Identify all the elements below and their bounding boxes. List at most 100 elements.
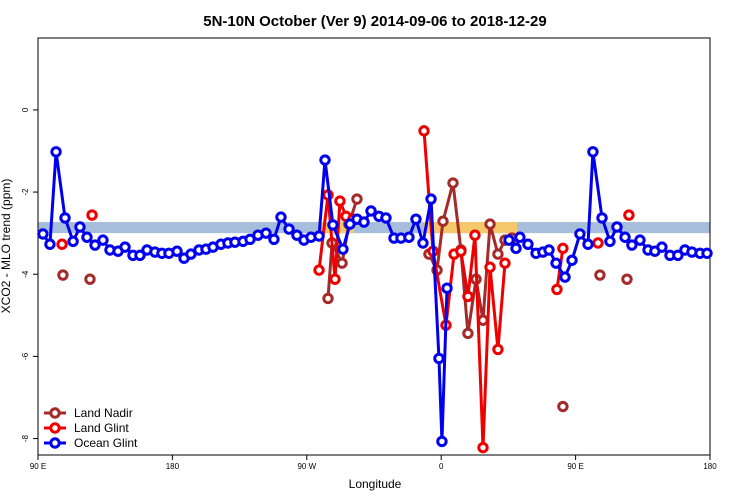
point xyxy=(44,238,56,250)
point xyxy=(587,146,599,158)
point xyxy=(566,254,578,266)
legend-label: Land Nadir xyxy=(74,406,133,420)
point xyxy=(492,248,504,260)
point xyxy=(57,269,69,281)
legend-label: Ocean Glint xyxy=(74,436,138,450)
point xyxy=(469,229,481,241)
y-tick-label: -8 xyxy=(21,434,30,442)
y-tick-label: -2 xyxy=(21,188,30,196)
point xyxy=(74,221,86,233)
point xyxy=(67,235,79,248)
point xyxy=(89,239,101,251)
point xyxy=(551,283,563,296)
point xyxy=(403,231,415,243)
series-line xyxy=(41,150,449,443)
point xyxy=(604,235,616,248)
point xyxy=(327,219,339,231)
point xyxy=(441,282,453,294)
x-tick-label: 180 xyxy=(166,462,180,471)
x-tick-label: 180 xyxy=(703,462,717,471)
y-tick-label: 0 xyxy=(21,107,30,112)
plot-frame xyxy=(37,37,711,456)
point xyxy=(358,216,370,228)
point xyxy=(351,193,363,205)
point xyxy=(97,234,109,246)
legend-label: Land Glint xyxy=(74,421,129,435)
point xyxy=(543,244,555,256)
point xyxy=(621,273,633,285)
point xyxy=(86,209,98,221)
point xyxy=(322,292,334,305)
point xyxy=(462,290,474,303)
point xyxy=(336,257,348,269)
point xyxy=(59,212,71,224)
legend-marker xyxy=(49,422,61,434)
point xyxy=(484,261,496,273)
x-tick-label: 90 E xyxy=(567,462,583,471)
band-highlight xyxy=(424,222,518,234)
point xyxy=(492,343,504,356)
point xyxy=(275,211,287,223)
point xyxy=(81,231,93,243)
point xyxy=(559,271,571,283)
point xyxy=(313,264,325,276)
point xyxy=(477,314,489,326)
point xyxy=(313,230,325,242)
point xyxy=(37,228,49,240)
point xyxy=(56,238,68,250)
point xyxy=(510,242,522,255)
point xyxy=(594,269,606,281)
chart-title: 5N-10N October (Ver 9) 2014-09-06 to 201… xyxy=(203,13,547,30)
point xyxy=(574,228,586,240)
point xyxy=(477,441,489,454)
point xyxy=(672,249,684,262)
point xyxy=(425,193,437,205)
point xyxy=(619,231,631,243)
point xyxy=(701,247,713,259)
point xyxy=(455,245,467,257)
x-tick-label: 90 E xyxy=(30,462,46,471)
point xyxy=(365,205,377,217)
point xyxy=(319,154,331,166)
point xyxy=(84,273,96,285)
point xyxy=(596,212,608,224)
y-axis-label: XCO2 - MLO trend (ppm) xyxy=(0,179,13,314)
point xyxy=(418,125,430,137)
point xyxy=(557,242,569,255)
point xyxy=(171,245,183,257)
point xyxy=(268,233,280,246)
point xyxy=(462,327,474,340)
point xyxy=(410,213,422,225)
point xyxy=(623,209,635,221)
legend-marker xyxy=(49,437,61,449)
point xyxy=(522,238,534,250)
point xyxy=(503,234,515,246)
x-tick-label: 0 xyxy=(439,462,444,471)
point xyxy=(634,234,646,246)
point xyxy=(50,146,62,158)
point xyxy=(557,400,569,413)
point xyxy=(437,215,449,227)
point xyxy=(550,257,562,269)
point xyxy=(484,218,496,230)
point xyxy=(447,177,459,189)
point xyxy=(380,212,392,224)
point xyxy=(283,223,295,235)
point xyxy=(334,195,346,207)
point xyxy=(417,237,429,249)
point xyxy=(119,241,131,253)
point xyxy=(514,231,526,243)
point xyxy=(626,239,638,251)
point xyxy=(582,238,594,250)
y-tick-label: -4 xyxy=(21,270,30,278)
point xyxy=(329,273,341,285)
point xyxy=(337,243,349,255)
point xyxy=(499,257,511,269)
y-tick-label: -6 xyxy=(21,352,30,360)
point xyxy=(260,227,272,239)
x-axis-label: Longitude xyxy=(349,477,402,491)
legend-marker xyxy=(49,407,61,419)
point xyxy=(134,249,146,262)
band xyxy=(38,222,710,234)
